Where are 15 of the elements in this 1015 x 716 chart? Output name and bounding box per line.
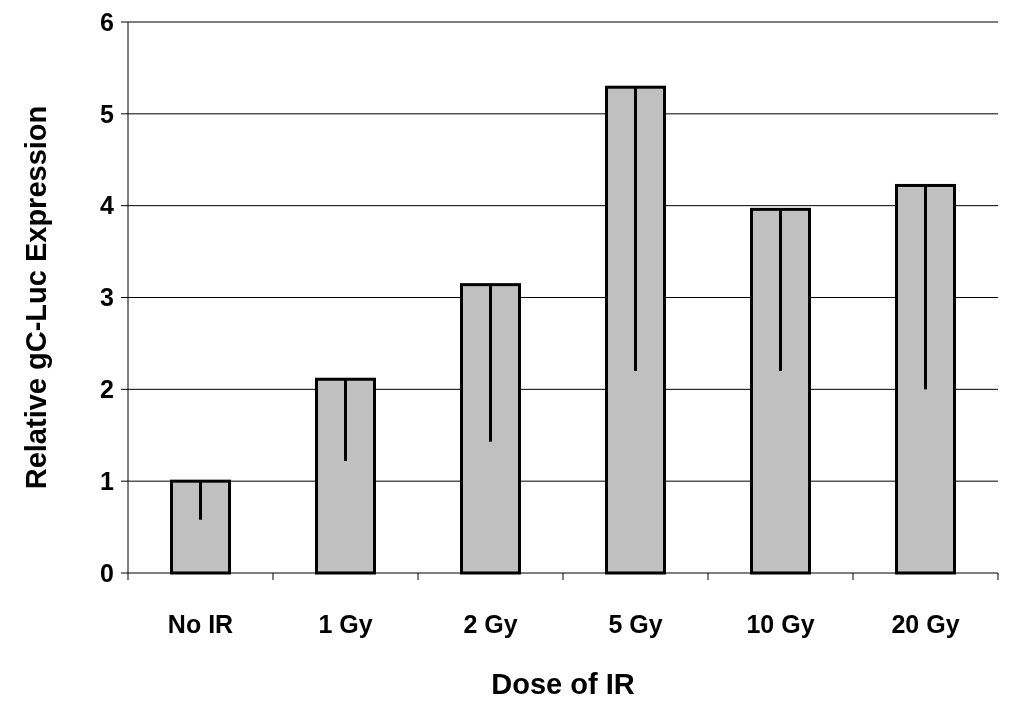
x-tick-label: 20 Gy <box>891 610 960 638</box>
y-tick-label: 5 <box>100 99 115 128</box>
x-tick-label: 5 Gy <box>608 610 663 638</box>
y-tick-label: 1 <box>100 466 115 495</box>
y-tick-label: 0 <box>100 558 114 587</box>
y-tick-label: 4 <box>100 191 115 220</box>
x-tick-label: 1 Gy <box>318 610 373 638</box>
y-tick-label: 6 <box>100 7 114 36</box>
y-tick-label: 2 <box>100 375 114 404</box>
x-tick-label: 10 Gy <box>746 610 815 638</box>
x-tick-label: No IR <box>167 610 234 638</box>
y-axis-title: Relative gC-Luc Expression <box>20 105 52 490</box>
x-axis-title: Dose of IR <box>491 668 635 700</box>
x-tick-label: 2 Gy <box>463 610 518 638</box>
y-tick-label: 3 <box>100 283 114 312</box>
